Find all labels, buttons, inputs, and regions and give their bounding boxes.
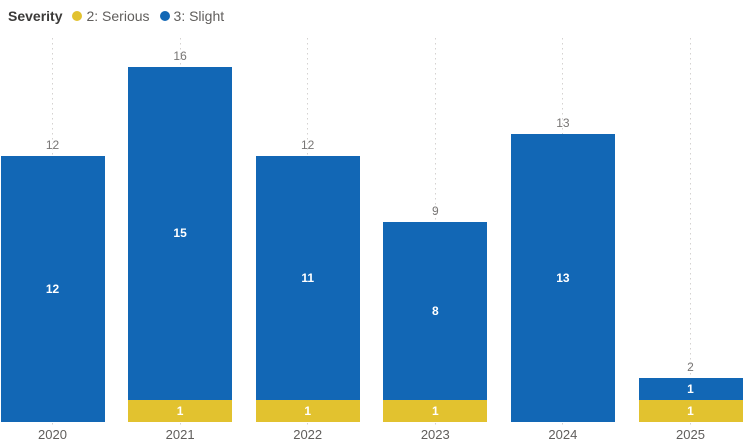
bar-segment-slight-2020[interactable]: 12 — [0, 155, 105, 422]
legend-item-slight[interactable]: 3: Slight — [159, 8, 225, 24]
segment-value-label: 12 — [45, 281, 60, 296]
bar-segment-slight-2021[interactable]: 15 — [128, 67, 233, 400]
x-axis-label-2025: 2025 — [676, 427, 705, 442]
x-axis-label-2021: 2021 — [165, 427, 195, 442]
segment-value-label: 1 — [176, 403, 184, 418]
bar-segment-slight-2023[interactable]: 8 — [383, 222, 488, 400]
segment-value-label: 1 — [304, 403, 312, 418]
segment-value-label: 8 — [431, 304, 439, 319]
segment-value-label: 15 — [173, 226, 187, 241]
bar-segment-serious-2025[interactable]: 1 — [638, 399, 743, 422]
legend-title: Severity — [8, 8, 63, 24]
x-axis-label-2023: 2023 — [420, 427, 450, 442]
segment-value-label: 1 — [687, 403, 694, 418]
bar-segment-slight-2022[interactable]: 11 — [255, 155, 360, 400]
legend-item-slight-label: 3: Slight — [173, 8, 225, 24]
x-axis-label-2022: 2022 — [293, 427, 323, 442]
segment-value-label: 1 — [431, 403, 439, 418]
gridline — [690, 38, 691, 427]
bar-segment-serious-2021[interactable]: 1 — [128, 399, 233, 422]
x-axis-label-2024: 2024 — [548, 427, 578, 442]
legend-item-serious[interactable]: 2: Serious — [72, 8, 150, 24]
bar-segment-serious-2023[interactable]: 1 — [383, 399, 488, 422]
x-axis-label-2020: 2020 — [38, 427, 67, 442]
bar-segment-slight-2025[interactable]: 1 — [638, 377, 743, 400]
segment-value-label: 1 — [687, 381, 694, 396]
bar-segment-slight-2024[interactable]: 13 — [510, 133, 615, 422]
legend-item-serious-label: 2: Serious — [86, 8, 150, 24]
legend-dot-serious — [72, 11, 83, 21]
legend: Severity 2: Serious 3: Slight — [8, 6, 234, 26]
legend-dot-slight — [159, 11, 170, 21]
segment-value-label: 13 — [556, 270, 570, 285]
segment-value-label: 11 — [301, 270, 315, 285]
bar-segment-serious-2022[interactable]: 1 — [255, 399, 360, 422]
